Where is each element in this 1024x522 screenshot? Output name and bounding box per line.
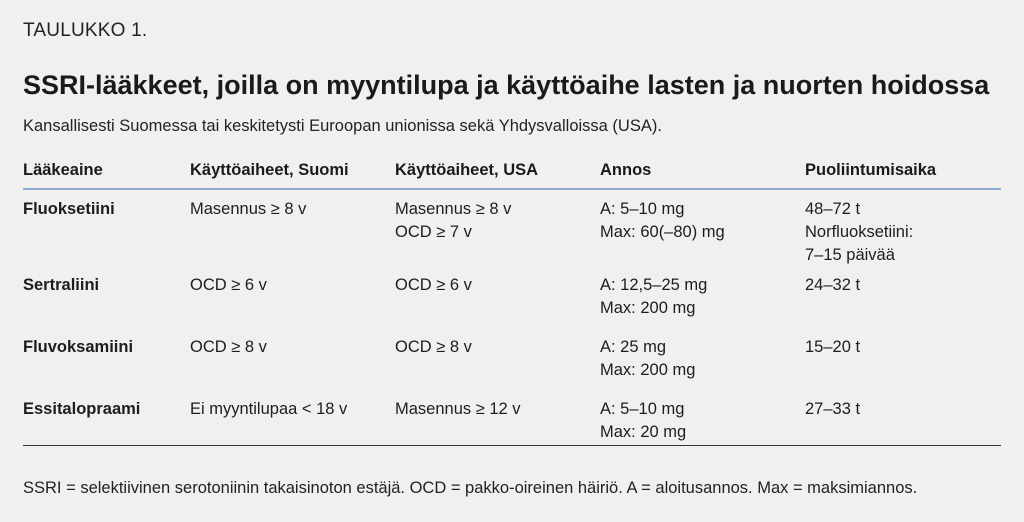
cell-line: 15–20 t (805, 338, 861, 356)
cell-line: Masennus ≥ 8 v (395, 200, 512, 218)
dose: A: 5–10 mg Max: 60(–80) mg (600, 189, 805, 267)
cell-line: OCD ≥ 8 v (395, 338, 472, 356)
indication-usa: Masennus ≥ 12 v (395, 391, 600, 446)
cell-line: Masennus ≥ 12 v (395, 400, 521, 418)
table-header-row: Lääkeaine Käyttöaiheet, Suomi Käyttöaihe… (23, 158, 1001, 190)
half-life: 24–32 t (805, 267, 1001, 329)
header-indications-usa: Käyttöaiheet, USA (395, 158, 600, 190)
cell-line: 48–72 t (805, 200, 861, 218)
cell-line: A: 12,5–25 mg (600, 276, 708, 294)
footnote: SSRI = selektiivinen serotoniinin takais… (23, 479, 918, 497)
header-drug: Lääkeaine (23, 158, 190, 190)
cell-line: A: 5–10 mg (600, 400, 685, 418)
header-indications-finland: Käyttöaiheet, Suomi (190, 158, 395, 190)
cell-line: Max: 200 mg (600, 299, 696, 317)
cell-line: Norfluoksetiini: (805, 223, 914, 241)
indication-finland: OCD ≥ 6 v (190, 267, 395, 329)
cell-line: OCD ≥ 8 v (190, 338, 267, 356)
drug-name: Fluvoksamiini (23, 338, 134, 356)
table-row: Sertraliini OCD ≥ 6 v OCD ≥ 6 v A: 12,5–… (23, 267, 1001, 329)
cell-line: Max: 200 mg (600, 361, 696, 379)
cell-line: OCD ≥ 6 v (190, 276, 267, 294)
indication-usa: Masennus ≥ 8 v OCD ≥ 7 v (395, 189, 600, 267)
cell-line: OCD ≥ 6 v (395, 276, 472, 294)
indication-finland: OCD ≥ 8 v (190, 329, 395, 391)
half-life: 27–33 t (805, 391, 1001, 446)
subtitle: Kansallisesti Suomessa tai keskitetysti … (23, 117, 662, 135)
cell-line: Max: 20 mg (600, 423, 687, 441)
cell-line: Max: 60(–80) mg (600, 223, 725, 241)
half-life: 48–72 t Norfluoksetiini: 7–15 päivää (805, 189, 1001, 267)
cell-line: 7–15 päivää (805, 246, 895, 264)
table-label: TAULUKKO 1. (23, 20, 148, 41)
table-row: Fluoksetiini Masennus ≥ 8 v Masennus ≥ 8… (23, 189, 1001, 267)
indication-usa: OCD ≥ 6 v (395, 267, 600, 329)
indication-finland: Ei myyntilupaa < 18 v (190, 391, 395, 446)
header-dose: Annos (600, 158, 805, 190)
ssri-table: Lääkeaine Käyttöaiheet, Suomi Käyttöaihe… (23, 158, 1001, 446)
cell-line: 24–32 t (805, 276, 861, 294)
cell-line: Ei myyntilupaa < 18 v (190, 400, 348, 418)
dose: A: 25 mg Max: 200 mg (600, 329, 805, 391)
cell-line: A: 25 mg (600, 338, 667, 356)
cell-line: OCD ≥ 7 v (395, 223, 472, 241)
header-half-life: Puoliintumisaika (805, 158, 1001, 190)
dose: A: 12,5–25 mg Max: 200 mg (600, 267, 805, 329)
drug-name: Sertraliini (23, 276, 100, 294)
table-row: Fluvoksamiini OCD ≥ 8 v OCD ≥ 8 v A: 25 … (23, 329, 1001, 391)
half-life: 15–20 t (805, 329, 1001, 391)
indication-usa: OCD ≥ 8 v (395, 329, 600, 391)
drug-name: Fluoksetiini (23, 200, 115, 218)
drug-name: Essitalopraami (23, 391, 190, 446)
cell-line: Masennus ≥ 8 v (190, 200, 307, 218)
page-title: SSRI-lääkkeet, joilla on myyntilupa ja k… (23, 70, 990, 100)
cell-line: A: 5–10 mg (600, 200, 685, 218)
cell-line: 27–33 t (805, 400, 861, 418)
indication-finland: Masennus ≥ 8 v (190, 189, 395, 267)
dose: A: 5–10 mg Max: 20 mg (600, 391, 805, 446)
table-row: Essitalopraami Ei myyntilupaa < 18 v Mas… (23, 391, 1001, 446)
